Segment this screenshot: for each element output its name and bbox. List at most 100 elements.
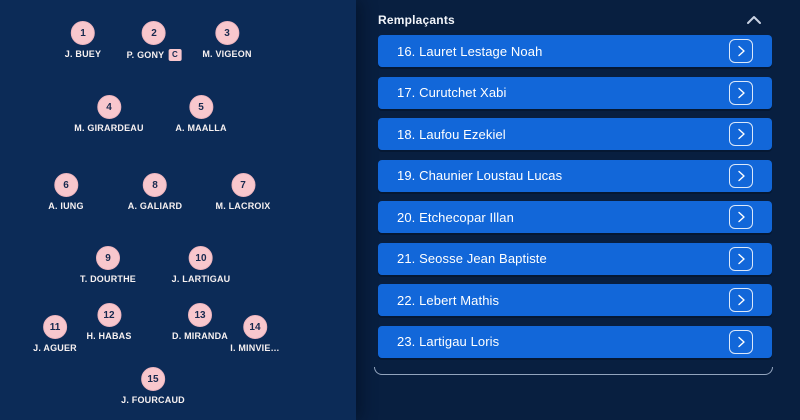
chevron-right-button[interactable] — [729, 246, 753, 271]
player-name: J. LARTIGAU — [171, 274, 231, 284]
player-name-row: I. MINVIE… — [230, 343, 280, 353]
player-marker[interactable]: 4 M. GIRARDEAU — [74, 95, 144, 133]
player-marker[interactable]: 12 H. HABAS — [86, 303, 131, 341]
player-number-badge[interactable]: 12 — [96, 303, 121, 327]
player-marker[interactable]: 1 J. BUEY — [65, 21, 101, 59]
player-name-row: J. BUEY — [65, 49, 101, 59]
chevron-right-button[interactable] — [729, 80, 753, 105]
chevron-right-button[interactable] — [729, 39, 753, 63]
panel-bottom-border — [374, 367, 773, 375]
substitute-label: 19. Chaunier Loustau Lucas — [397, 168, 563, 183]
player-number-badge[interactable]: 5 — [188, 95, 213, 119]
chevron-right-icon — [738, 170, 745, 181]
player-marker[interactable]: 8 A. GALIARD — [128, 173, 183, 211]
chevron-right-icon — [738, 128, 745, 140]
player-marker[interactable]: 13 D. MIRANDA — [172, 303, 228, 341]
player-number-badge[interactable]: 9 — [96, 246, 120, 270]
chevron-right-button[interactable] — [729, 163, 753, 188]
player-marker[interactable]: 3 M. VIGEON — [202, 21, 251, 59]
player-marker[interactable]: 6 A. IUNG — [48, 173, 84, 211]
chevron-right-button[interactable] — [729, 205, 753, 229]
player-name: I. MINVIE… — [230, 343, 280, 353]
player-name: M. VIGEON — [202, 49, 252, 59]
player-name-row: M. LACROIX — [216, 201, 271, 211]
chevron-right-icon — [738, 87, 745, 98]
player-name-row: P. GONY C — [127, 49, 182, 61]
player-name-row: H. HABAS — [86, 331, 131, 341]
chevron-right-button[interactable] — [729, 329, 753, 354]
player-name: A. IUNG — [48, 201, 84, 211]
substitutes-list: 16. Lauret Lestage Noah 17. Curutchet Xab… — [378, 35, 772, 358]
player-marker[interactable]: 14 I. MINVIE… — [230, 315, 280, 353]
player-number-badge[interactable]: 7 — [231, 173, 255, 197]
chevron-right-icon — [738, 45, 745, 57]
substitute-label: 21. Seosse Jean Baptiste — [397, 251, 547, 266]
substitute-row[interactable]: 19. Chaunier Loustau Lucas — [378, 159, 772, 192]
player-name-row: M. GIRARDEAU — [74, 123, 143, 133]
player-name: P. GONY — [126, 50, 165, 60]
player-name: T. DOURTHE — [80, 274, 136, 284]
player-marker[interactable]: 9 T. DOURTHE — [80, 246, 136, 284]
substitute-label: 16. Lauret Lestage Noah — [397, 43, 543, 59]
player-name: A. GALIARD — [127, 201, 183, 211]
player-marker[interactable]: 5 A. MAALLA — [175, 95, 226, 133]
substitute-label: 23. Lartigau Loris — [397, 334, 500, 349]
chevron-right-icon — [738, 211, 745, 223]
player-name-row: J. AGUER — [33, 343, 77, 353]
substitute-label: 18. Laufou Ezekiel — [397, 126, 506, 142]
player-name: J. AGUER — [33, 343, 77, 353]
chevron-right-icon — [738, 294, 745, 306]
player-name-row: D. MIRANDA — [172, 331, 228, 341]
substitute-row[interactable]: 22. Lebert Mathis — [378, 284, 772, 316]
player-name-row: A. MAALLA — [175, 123, 226, 133]
substitute-row[interactable]: 20. Etchecopar Illan — [378, 201, 772, 233]
player-name: J. FOURCAUD — [121, 395, 185, 405]
player-name-row: T. DOURTHE — [80, 274, 136, 284]
substitute-row[interactable]: 21. Seosse Jean Baptiste — [378, 242, 772, 275]
player-number-badge[interactable]: 14 — [242, 315, 267, 339]
player-number-badge[interactable]: 8 — [143, 173, 167, 197]
substitute-row[interactable]: 17. Curutchet Xabi — [378, 76, 772, 109]
player-name: A. MAALLA — [175, 123, 227, 133]
chevron-up-icon[interactable] — [746, 15, 762, 25]
player-name-row: M. VIGEON — [202, 49, 251, 59]
player-marker[interactable]: 11 J. AGUER — [33, 315, 77, 353]
player-number-badge[interactable]: 13 — [188, 303, 212, 327]
captain-badge: C — [168, 49, 182, 61]
player-name-row: A. GALIARD — [128, 201, 183, 211]
player-name-row: J. FOURCAUD — [121, 395, 185, 405]
player-marker[interactable]: 10 J. LARTIGAU — [172, 246, 231, 284]
player-name: M. GIRARDEAU — [74, 123, 144, 133]
player-number-badge[interactable]: 2 — [142, 21, 166, 45]
player-name-row: J. LARTIGAU — [172, 274, 231, 284]
substitute-row[interactable]: 23. Lartigau Loris — [378, 325, 772, 358]
substitute-label: 17. Curutchet Xabi — [397, 85, 507, 100]
player-number-badge[interactable]: 11 — [43, 315, 67, 339]
chevron-right-icon — [738, 253, 745, 264]
player-name: H. HABAS — [86, 331, 132, 341]
player-number-badge[interactable]: 15 — [140, 367, 165, 391]
substitutes-panel: Remplaçants 16. Lauret Lestage Noah 17. C… — [374, 0, 773, 375]
player-number-badge[interactable]: 3 — [215, 21, 239, 45]
substitutes-header[interactable]: Remplaçants — [378, 0, 772, 35]
chevron-right-button[interactable] — [729, 122, 753, 146]
pitch-formation: 1 J. BUEY 2 P. GONY C 3 M. VIGEON 4 M. GIRARDEAU… — [0, 0, 356, 420]
player-name: D. MIRANDA — [172, 331, 228, 341]
substitutes-title: Remplaçants — [378, 13, 455, 27]
player-name: J. BUEY — [64, 49, 102, 59]
chevron-right-icon — [738, 336, 745, 347]
player-marker[interactable]: 2 P. GONY C — [127, 21, 182, 61]
player-marker[interactable]: 15 J. FOURCAUD — [121, 367, 185, 405]
player-name: M. LACROIX — [215, 201, 271, 211]
player-number-badge[interactable]: 10 — [188, 246, 213, 270]
player-number-badge[interactable]: 4 — [97, 95, 121, 119]
substitute-row[interactable]: 16. Lauret Lestage Noah — [378, 35, 772, 67]
player-number-badge[interactable]: 6 — [54, 173, 78, 197]
substitute-label: 20. Etchecopar Illan — [397, 209, 514, 225]
player-marker[interactable]: 7 M. LACROIX — [216, 173, 271, 211]
substitute-row[interactable]: 18. Laufou Ezekiel — [378, 118, 772, 150]
chevron-right-button[interactable] — [729, 288, 753, 312]
player-number-badge[interactable]: 1 — [70, 21, 95, 45]
substitute-label: 22. Lebert Mathis — [397, 292, 500, 308]
